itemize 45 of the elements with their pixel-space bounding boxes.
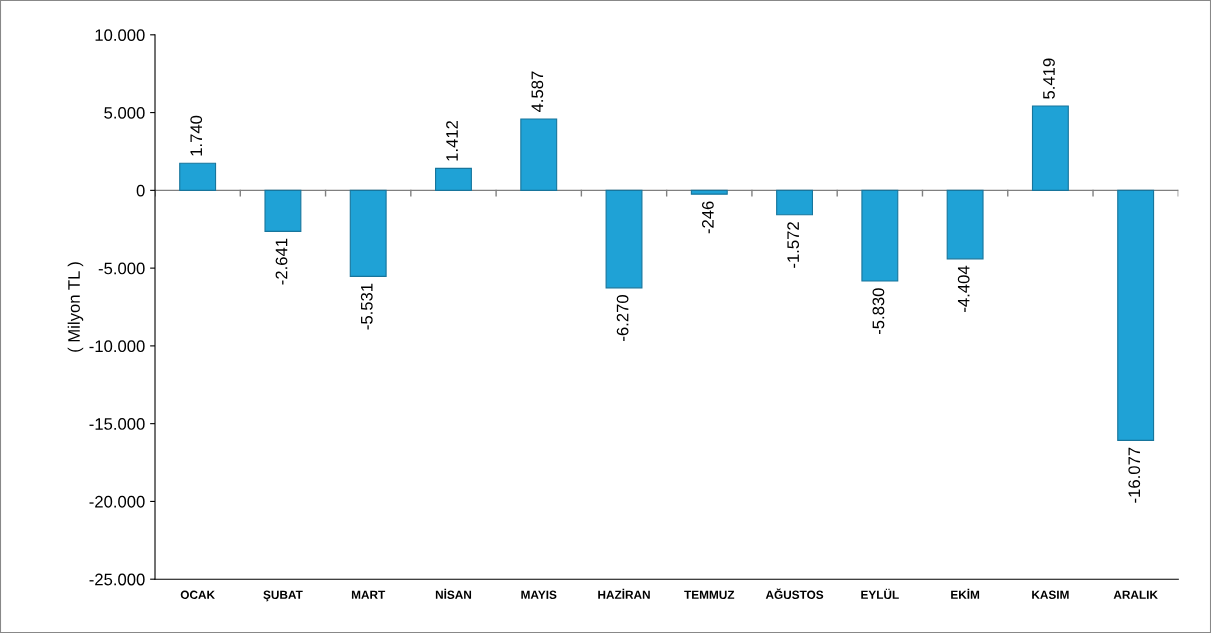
y-tick-label: -5.000 xyxy=(98,262,145,275)
y-tick-label: -10.000 xyxy=(89,340,145,353)
x-tick-label: ŞUBAT xyxy=(263,590,303,602)
x-tick-label: EYLÜL xyxy=(861,588,899,599)
y-tick-label: 10.000 xyxy=(95,29,145,42)
data-label: -2.641 xyxy=(275,238,288,285)
y-axis-title: ( Milyon TL ) xyxy=(67,262,84,352)
x-tick-label: KASIM xyxy=(1032,590,1069,599)
bar xyxy=(435,167,472,191)
y-tick-label: 5.000 xyxy=(104,106,145,119)
data-label: -246 xyxy=(701,201,714,234)
bar xyxy=(776,189,814,216)
data-label: 1.740 xyxy=(190,115,203,156)
data-label: -4.404 xyxy=(957,265,970,312)
x-tick-label: EKİM xyxy=(951,588,980,599)
bar xyxy=(520,118,558,191)
bar xyxy=(349,189,387,277)
y-tick-label: 0 xyxy=(136,184,145,197)
bar xyxy=(1031,105,1069,191)
data-label: 4.587 xyxy=(531,71,544,113)
bar xyxy=(1117,189,1155,441)
bar xyxy=(264,189,302,232)
y-tick-label: -15.000 xyxy=(89,418,145,430)
y-tick-label: -25.000 xyxy=(89,573,145,586)
x-tick-label: NİSAN xyxy=(435,588,472,599)
data-label: -16.077 xyxy=(1128,447,1141,503)
bar xyxy=(861,189,899,282)
x-tick-label: HAZİRAN xyxy=(598,588,650,599)
x-tick-label: AĞUSTOS xyxy=(765,588,824,599)
y-tick-label: -20.000 xyxy=(89,495,145,508)
bar xyxy=(179,162,217,191)
data-label: -6.270 xyxy=(616,295,629,341)
data-label: -1.572 xyxy=(787,222,800,268)
x-tick-label: MAYIS xyxy=(521,590,557,599)
x-tick-label: OCAK xyxy=(180,590,215,599)
x-tick-label: MART xyxy=(351,590,386,599)
bar xyxy=(946,189,984,260)
data-label: -5.531 xyxy=(360,283,373,330)
x-tick-label: TEMMUZ xyxy=(684,590,735,599)
data-label: 1.412 xyxy=(446,120,458,161)
bar xyxy=(605,189,643,289)
data-label: 5.419 xyxy=(1043,58,1055,99)
x-tick-label: ARALIK xyxy=(1113,590,1158,599)
bar xyxy=(690,189,728,195)
data-label: -5.830 xyxy=(872,288,885,335)
